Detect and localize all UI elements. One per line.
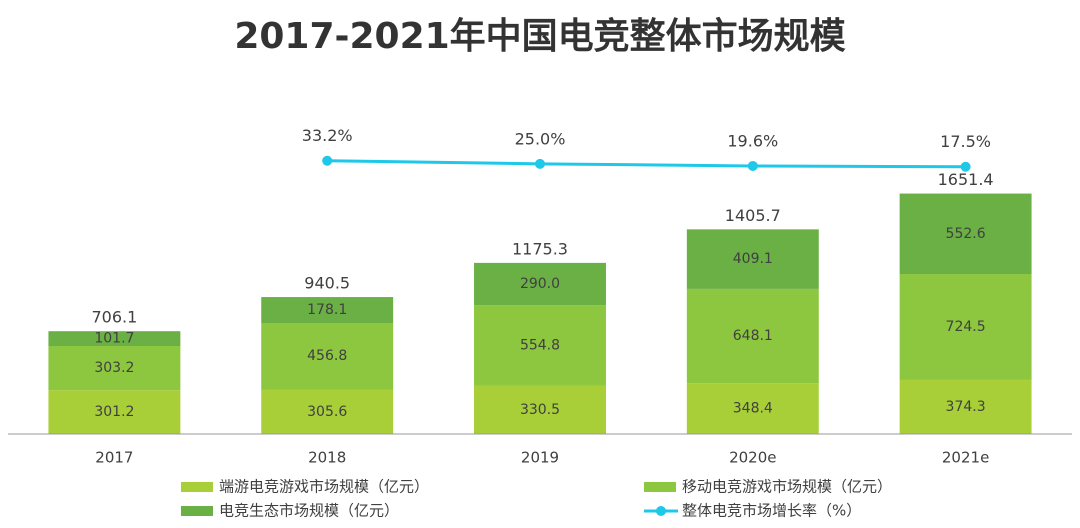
legend-dot [656, 506, 666, 516]
x-tick-label: 2018 [308, 449, 346, 467]
x-tick-label: 2019 [521, 449, 559, 467]
value-label: 552.6 [946, 226, 986, 242]
line-point [747, 160, 758, 171]
value-label: 456.8 [307, 348, 347, 364]
legend-swatch [644, 482, 676, 492]
bar-segment [474, 262, 606, 306]
value-label: 409.1 [733, 251, 773, 267]
bar-segment [261, 389, 394, 434]
bar-segment [48, 331, 181, 346]
x-tick-label: 2020e [729, 449, 776, 467]
line-point [322, 155, 333, 166]
bar-segment [899, 379, 1032, 434]
legend-label: 端游电竞游戏市场规模（亿元） [219, 478, 429, 496]
bar-segment [899, 193, 1032, 275]
bar-segment [474, 305, 606, 386]
x-tick-label: 2021e [942, 449, 989, 467]
growth-line [327, 159, 966, 169]
value-label: 724.5 [946, 319, 986, 335]
bar-segment [261, 297, 394, 323]
total-label: 1651.4 [938, 170, 994, 189]
line-label: 25.0% [515, 129, 566, 148]
legend-swatch [181, 506, 213, 516]
value-label: 305.6 [307, 404, 347, 420]
value-label: 290.0 [520, 276, 560, 292]
total-label: 1405.7 [725, 206, 781, 225]
legend-label: 整体电竞市场增长率（%） [682, 502, 861, 520]
value-label: 554.8 [520, 337, 560, 353]
bar-segment [48, 345, 181, 391]
legend-label: 电竞生态市场规模（亿元） [219, 502, 399, 520]
value-label: 648.1 [733, 328, 773, 344]
bar-segment [474, 385, 606, 434]
bar-segment [686, 288, 819, 384]
bar-segment [686, 229, 819, 289]
total-label: 706.1 [91, 308, 137, 327]
legend-label: 移动电竞游戏市场规模（亿元） [682, 478, 892, 496]
line-point [960, 161, 971, 172]
value-label: 178.1 [307, 302, 347, 318]
bar-segment [48, 390, 181, 434]
value-label: 374.3 [946, 399, 986, 415]
value-label: 101.7 [94, 331, 134, 347]
line-label: 33.2% [302, 126, 353, 145]
line-label: 19.6% [727, 131, 778, 150]
chart-title: 2017-2021年中国电竞整体市场规模 [234, 16, 845, 57]
bar-segment [261, 322, 394, 390]
legend-swatch [181, 482, 213, 492]
line-point [535, 158, 545, 169]
value-label: 301.2 [94, 404, 134, 420]
line-label: 17.5% [940, 132, 991, 151]
total-label: 1175.3 [512, 239, 568, 258]
x-tick-label: 2017 [95, 449, 133, 467]
value-label: 303.2 [94, 360, 134, 376]
total-label: 940.5 [304, 274, 350, 293]
value-label: 330.5 [520, 402, 560, 418]
bar-segment [686, 383, 819, 434]
bar-segment [899, 274, 1032, 380]
value-label: 348.4 [733, 401, 773, 417]
